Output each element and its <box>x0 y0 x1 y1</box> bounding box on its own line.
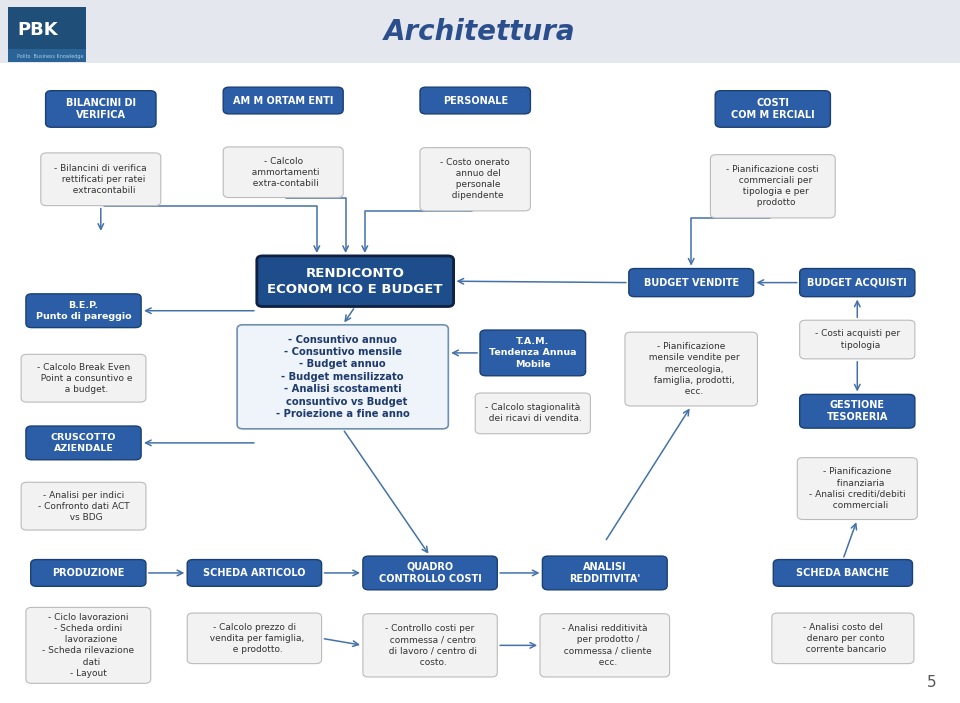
FancyBboxPatch shape <box>257 256 454 307</box>
Text: - Costi acquisti per
  tipologia: - Costi acquisti per tipologia <box>815 330 900 349</box>
Text: - Pianificazione
  mensile vendite per
  merceologia,
  famiglia, prodotti,
  ec: - Pianificazione mensile vendite per mer… <box>643 342 739 396</box>
FancyBboxPatch shape <box>540 614 670 677</box>
FancyBboxPatch shape <box>475 393 590 434</box>
Text: BILANCINI DI
VERIFICA: BILANCINI DI VERIFICA <box>66 98 135 120</box>
Text: - Analisi per indici
- Confronto dati ACT
  vs BDG: - Analisi per indici - Confronto dati AC… <box>37 491 130 522</box>
Text: Polito  Business Knowledge: Polito Business Knowledge <box>17 53 84 59</box>
Text: BUDGET VENDITE: BUDGET VENDITE <box>643 278 739 288</box>
FancyBboxPatch shape <box>800 321 915 359</box>
Text: - Calcolo prezzo di
  vendita per famiglia,
  e prodotto.: - Calcolo prezzo di vendita per famiglia… <box>204 623 304 654</box>
FancyBboxPatch shape <box>21 482 146 530</box>
Text: AM M ORTAM ENTI: AM M ORTAM ENTI <box>233 96 333 105</box>
Text: 5: 5 <box>926 676 936 690</box>
Text: ANALISI
REDDITIVITA': ANALISI REDDITIVITA' <box>569 562 640 584</box>
FancyBboxPatch shape <box>223 147 344 198</box>
FancyBboxPatch shape <box>26 426 141 460</box>
FancyBboxPatch shape <box>715 91 830 127</box>
FancyBboxPatch shape <box>772 613 914 664</box>
FancyBboxPatch shape <box>237 325 448 429</box>
FancyBboxPatch shape <box>710 155 835 218</box>
FancyBboxPatch shape <box>363 614 497 677</box>
FancyBboxPatch shape <box>363 556 497 590</box>
FancyBboxPatch shape <box>40 153 160 205</box>
FancyBboxPatch shape <box>187 613 322 664</box>
FancyBboxPatch shape <box>0 0 960 63</box>
Text: - Analisi redditività
  per prodotto /
  commessa / cliente
  ecc.: - Analisi redditività per prodotto / com… <box>558 624 652 666</box>
FancyBboxPatch shape <box>45 91 156 127</box>
FancyBboxPatch shape <box>797 458 917 520</box>
FancyBboxPatch shape <box>420 87 530 114</box>
Text: - Analisi costo del
  denaro per conto
  corrente bancario: - Analisi costo del denaro per conto cor… <box>800 623 886 654</box>
FancyBboxPatch shape <box>420 148 530 211</box>
Text: CRUSCOTTO
AZIENDALE: CRUSCOTTO AZIENDALE <box>51 433 116 453</box>
Text: PERSONALE: PERSONALE <box>443 96 508 105</box>
Text: T.A.M.
Tendenza Annua
Mobile: T.A.M. Tendenza Annua Mobile <box>489 337 577 368</box>
Text: SCHEDA BANCHE: SCHEDA BANCHE <box>797 568 889 578</box>
FancyBboxPatch shape <box>629 269 754 297</box>
Text: - Costo onerato
  annuo del
  personale
  dipendente: - Costo onerato annuo del personale dipe… <box>441 158 510 200</box>
Text: GESTIONE
TESORERIA: GESTIONE TESORERIA <box>827 400 888 423</box>
FancyBboxPatch shape <box>542 556 667 590</box>
FancyBboxPatch shape <box>8 49 86 62</box>
Text: - Calcolo stagionalità
  dei ricavi di vendita.: - Calcolo stagionalità dei ricavi di ven… <box>484 404 582 423</box>
FancyBboxPatch shape <box>480 330 586 375</box>
Text: - Calcolo Break Even
  Point a consuntivo e
  a budget.: - Calcolo Break Even Point a consuntivo … <box>35 363 132 394</box>
Text: B.E.P.
Punto di pareggio: B.E.P. Punto di pareggio <box>36 301 132 321</box>
FancyBboxPatch shape <box>26 607 151 683</box>
FancyBboxPatch shape <box>8 7 86 62</box>
Text: - Consuntivo annuo
- Consuntivo mensile
- Budget annuo
- Budget mensilizzato
- A: - Consuntivo annuo - Consuntivo mensile … <box>276 335 410 419</box>
Text: - Pianificazione
  finanziaria
- Analisi crediti/debiti
  commerciali: - Pianificazione finanziaria - Analisi c… <box>809 467 905 510</box>
Text: COSTI
COM M ERCIALI: COSTI COM M ERCIALI <box>731 98 815 120</box>
FancyBboxPatch shape <box>625 333 757 406</box>
Text: - Pianificazione costi
  commerciali per
  tipologia e per
  prodotto: - Pianificazione costi commerciali per t… <box>727 165 819 207</box>
Text: - Calcolo
  ammortamenti
  extra-contabili: - Calcolo ammortamenti extra-contabili <box>247 157 320 188</box>
FancyBboxPatch shape <box>26 294 141 328</box>
FancyBboxPatch shape <box>21 354 146 402</box>
Text: - Controllo costi per
  commessa / centro
  di lavoro / centro di
  costo.: - Controllo costi per commessa / centro … <box>383 624 477 666</box>
FancyBboxPatch shape <box>223 87 344 114</box>
FancyBboxPatch shape <box>800 394 915 428</box>
Text: Architettura: Architettura <box>384 18 576 46</box>
Text: PRODUZIONE: PRODUZIONE <box>52 568 125 578</box>
Text: RENDICONTO
ECONOM ICO E BUDGET: RENDICONTO ECONOM ICO E BUDGET <box>268 266 443 296</box>
Text: BUDGET ACQUISTI: BUDGET ACQUISTI <box>807 278 907 288</box>
FancyBboxPatch shape <box>800 269 915 297</box>
Text: SCHEDA ARTICOLO: SCHEDA ARTICOLO <box>204 568 305 578</box>
Text: QUADRO
CONTROLLO COSTI: QUADRO CONTROLLO COSTI <box>378 562 482 584</box>
Text: - Ciclo lavorazioni
- Scheda ordini
  lavorazione
- Scheda rilevazione
  dati
- : - Ciclo lavorazioni - Scheda ordini lavo… <box>42 613 134 678</box>
Text: - Bilancini di verifica
  rettificati per ratei
  extracontabili: - Bilancini di verifica rettificati per … <box>55 164 147 195</box>
FancyBboxPatch shape <box>774 560 912 586</box>
Text: PBK: PBK <box>17 20 58 39</box>
FancyBboxPatch shape <box>187 560 322 586</box>
FancyBboxPatch shape <box>31 560 146 586</box>
